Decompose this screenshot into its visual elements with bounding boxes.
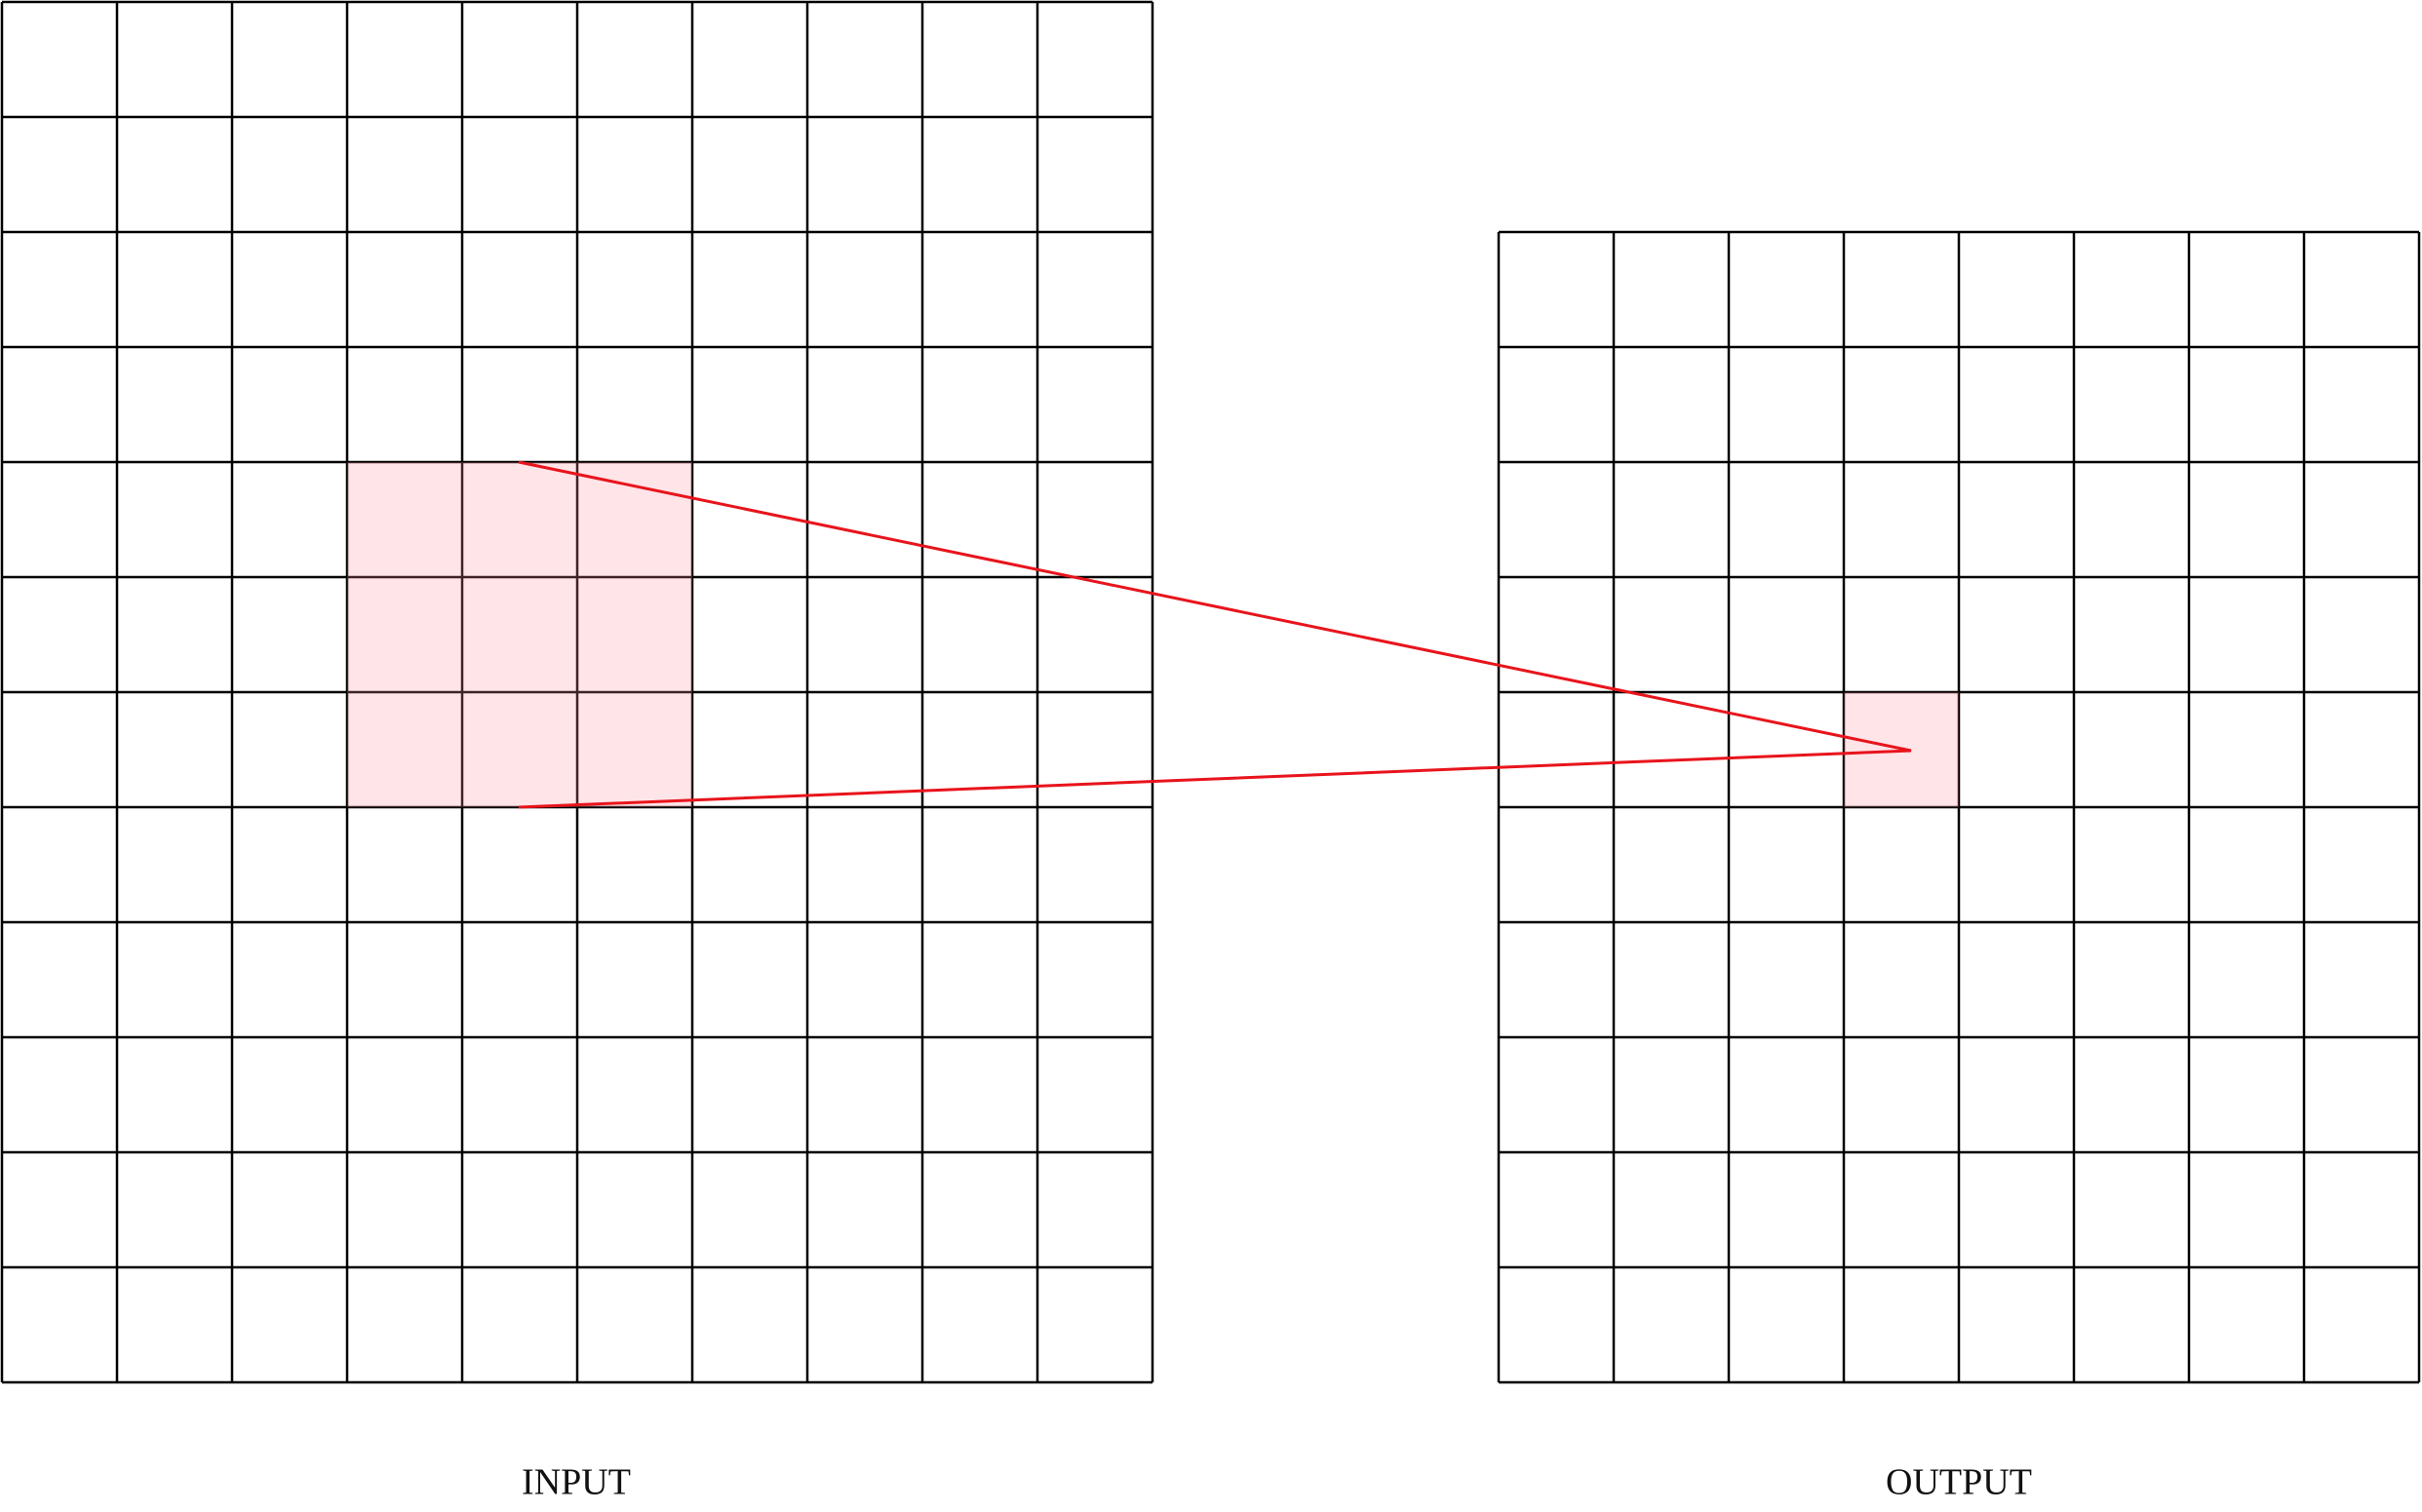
- input-label: INPUT: [522, 1462, 631, 1503]
- receptive-field: [347, 462, 692, 807]
- projection-lines: [518, 460, 1912, 809]
- output-label: OUTPUT: [1886, 1462, 2032, 1503]
- input-grid: [0, 0, 1154, 1384]
- output-grid: [1497, 230, 2421, 1384]
